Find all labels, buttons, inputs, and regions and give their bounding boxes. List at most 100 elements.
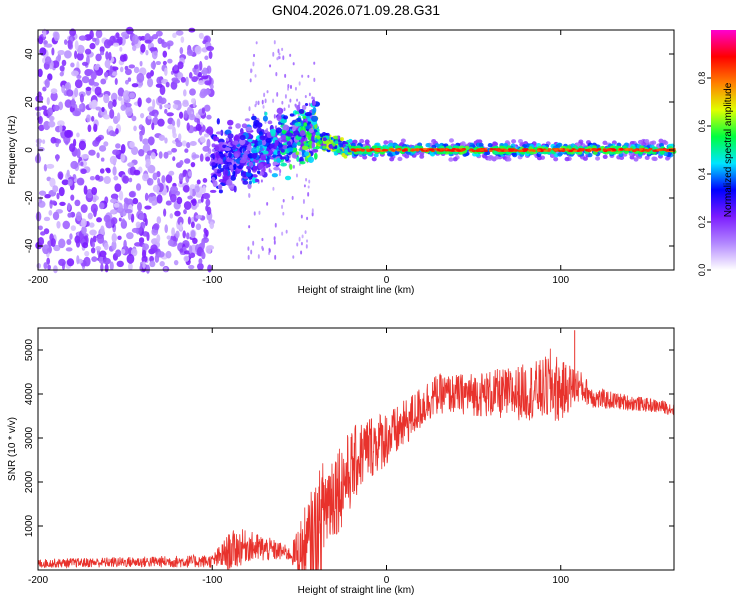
spectrogram-cell — [190, 221, 195, 229]
spectrogram-cell — [61, 84, 66, 94]
spectrogram-cell — [95, 246, 102, 251]
spectrogram-cell — [360, 149, 365, 152]
spectrogram-cell — [150, 244, 158, 253]
spectrogram-cell — [74, 50, 78, 60]
spectrogram-cell — [187, 171, 192, 177]
spectrogram-cell — [58, 258, 66, 267]
spectrogram-cell — [325, 139, 330, 144]
spectrogram-cell — [46, 257, 51, 265]
spectrogram-cell — [182, 230, 186, 239]
spectrogram-cell — [232, 170, 236, 177]
spectrogram-cell — [46, 97, 50, 106]
spectrogram-cell — [59, 201, 66, 207]
spectrogram-cell — [128, 177, 133, 183]
spectrogram-cell — [308, 179, 311, 184]
spectrogram-cell — [183, 89, 187, 97]
spectrogram-cells — [34, 26, 677, 274]
spectrogram-cell — [289, 163, 293, 170]
spectrogram-cell — [187, 195, 193, 200]
spectrogram-cell — [155, 30, 163, 37]
spectrogram-cell — [109, 261, 114, 271]
spectrogram-cell — [38, 36, 44, 45]
spectrogram-cell — [46, 163, 55, 169]
spectrogram-cell — [296, 98, 299, 102]
spectrogram-cell — [289, 98, 292, 103]
spectrogram-cell — [234, 153, 239, 159]
spectrogram-cell — [179, 47, 184, 55]
spectrogram-cell — [50, 88, 58, 94]
spectrogram-cell — [173, 260, 179, 266]
spectrogram-cell — [281, 47, 284, 52]
spectrogram-cell — [277, 143, 283, 148]
spectrogram-cell — [167, 239, 174, 247]
spectrogram-cell — [158, 134, 166, 141]
spectrogram-cell — [177, 133, 182, 141]
spectrogram-cell — [301, 145, 309, 151]
spectrogram-cell — [138, 237, 145, 244]
spectrogram-cell — [43, 216, 51, 222]
spectrogram-cell — [190, 161, 196, 168]
spectrogram-cell — [147, 77, 154, 88]
spectrogram-cell — [283, 107, 286, 112]
spectrogram-cell — [81, 226, 87, 235]
spectrogram-cell — [43, 262, 48, 270]
spectrogram-cell — [124, 102, 132, 108]
spectrogram-cell — [275, 72, 278, 77]
spectrogram-cell — [175, 141, 183, 148]
spectrogram-cell — [644, 155, 650, 161]
spectrogram-cell — [509, 149, 514, 152]
spectrogram-cell — [128, 262, 133, 271]
spectrogram-cell — [304, 151, 310, 157]
spectrogram-cell — [267, 120, 273, 125]
spectrogram-cell — [185, 76, 189, 87]
spectrogram-cell — [439, 148, 444, 151]
spectrogram-cell — [126, 232, 134, 240]
spectrogram-cell — [83, 185, 88, 195]
spectrogram-cell — [170, 185, 178, 195]
spectrogram-cell — [96, 217, 102, 223]
spectrogram-cell — [656, 148, 661, 152]
spectrogram-cell — [128, 64, 136, 69]
spectrogram-cell — [311, 208, 314, 214]
spectrogram-cell — [103, 242, 109, 251]
spectrogram-cell — [268, 248, 271, 253]
spectrogram-cell — [652, 156, 658, 162]
spectrogram-cell — [175, 230, 180, 239]
spectrogram-cell — [294, 111, 300, 115]
spectrogram-cell — [51, 60, 60, 69]
spectrogram-cell — [61, 179, 69, 186]
spectrogram-x-ticks: -200 -100 0 100 — [28, 30, 570, 286]
spectrogram-cell — [83, 256, 91, 267]
spectrogram-cell — [259, 145, 263, 151]
spectrogram-cell — [248, 180, 253, 185]
spectrogram-cell — [189, 187, 193, 198]
spectrogram-cell — [142, 173, 150, 182]
spectrogram-cell — [81, 75, 90, 84]
spectrogram-y-tick-label: -20 — [24, 190, 35, 205]
spectrogram-cell — [109, 108, 115, 119]
spectrogram-cell — [202, 185, 207, 194]
spectrogram-cell — [94, 86, 102, 96]
spectrogram-cell — [279, 169, 282, 174]
spectrogram-cell — [284, 73, 287, 78]
spectrogram-cell — [95, 29, 103, 39]
spectrogram-cell — [264, 129, 268, 134]
spectrogram-cell — [178, 111, 184, 119]
spectrogram-cell — [302, 198, 305, 204]
spectrogram-cell — [391, 149, 396, 152]
spectrogram-cell — [117, 235, 122, 241]
spectrogram-cell — [47, 107, 54, 116]
spectrogram-cell — [397, 156, 403, 162]
spectrogram-cell — [312, 106, 317, 114]
spectrogram-cell — [95, 53, 102, 62]
spectrogram-cell — [162, 50, 168, 58]
spectrogram-cell — [300, 241, 303, 246]
spectrogram-cell — [76, 52, 84, 61]
spectrogram-cell — [66, 89, 74, 97]
spectrogram-cell — [132, 44, 137, 52]
spectrogram-cell — [633, 148, 638, 152]
spectrogram-cell — [261, 139, 267, 146]
spectrogram-cell — [275, 125, 278, 130]
spectrogram-cell — [500, 149, 505, 152]
